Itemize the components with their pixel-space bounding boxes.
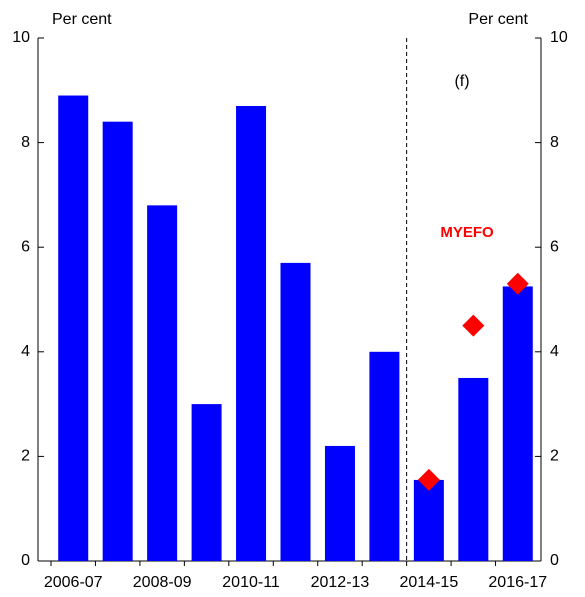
y2-axis-label: Per cent xyxy=(468,11,528,28)
y-tick-label: 0 xyxy=(21,552,30,569)
x-tick-label: 2008-09 xyxy=(133,574,192,591)
annotation: (f) xyxy=(454,73,469,90)
marker-label: MYEFO xyxy=(440,224,494,241)
x-tick-label: 2016-17 xyxy=(488,574,547,591)
bar xyxy=(502,286,533,561)
bar xyxy=(58,95,89,561)
y-tick-label: 8 xyxy=(21,134,30,151)
y2-tick-label: 8 xyxy=(550,134,559,151)
bar xyxy=(458,377,489,561)
x-tick-label: 2006-07 xyxy=(44,574,103,591)
bar xyxy=(102,121,133,562)
y2-tick-label: 6 xyxy=(550,238,559,255)
y-tick-label: 10 xyxy=(12,29,30,46)
bar xyxy=(236,105,267,562)
marker xyxy=(506,272,529,295)
y2-tick-label: 0 xyxy=(550,552,559,569)
bar xyxy=(191,404,222,561)
bar xyxy=(324,445,355,561)
y-axis-label: Per cent xyxy=(52,11,112,28)
bar xyxy=(369,351,400,561)
x-tick-label: 2012-13 xyxy=(311,574,370,591)
y2-tick-label: 2 xyxy=(550,448,559,465)
y-tick-label: 6 xyxy=(21,238,30,255)
y-tick-label: 4 xyxy=(21,343,30,360)
y-tick-label: 2 xyxy=(21,448,30,465)
y2-tick-label: 4 xyxy=(550,343,559,360)
bar xyxy=(280,262,311,561)
marker xyxy=(417,468,440,491)
x-tick-label: 2010-11 xyxy=(222,574,280,591)
marker xyxy=(462,314,485,337)
bar xyxy=(147,205,178,562)
y2-tick-label: 10 xyxy=(550,29,568,46)
x-tick-label: 2014-15 xyxy=(400,574,459,591)
bar xyxy=(413,479,444,561)
